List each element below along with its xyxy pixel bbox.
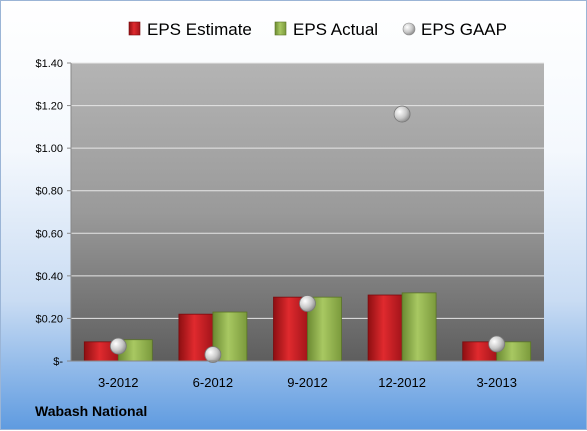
gridlines — [71, 62, 544, 319]
x-tick-label: 9-2012 — [287, 375, 327, 390]
y-tick-label: $1.40 — [35, 58, 63, 70]
point-eps-gaap — [299, 295, 316, 312]
x-tick-label: 3-2012 — [98, 375, 138, 390]
y-axis: $- $0.20 $0.40 $0.60 $0.80 $1.00 $1.20 $1.40 — [35, 58, 72, 368]
y-tick-label: $- — [53, 356, 63, 368]
bar-eps-estimate — [367, 294, 403, 362]
legend-swatch — [128, 21, 141, 36]
company-name: Wabash National — [35, 403, 148, 419]
y-tick-label: $0.20 — [35, 313, 63, 325]
legend-label: EPS Estimate — [147, 20, 252, 39]
legend-swatch — [274, 21, 287, 36]
point-eps-gaap — [488, 335, 506, 353]
legend-label: EPS GAAP — [421, 20, 507, 39]
gaap-points — [109, 105, 506, 364]
x-axis: 3-2012 6-2012 9-2012 12-2012 3-2013 — [71, 360, 544, 390]
y-tick-label: $0.80 — [35, 186, 63, 198]
legend-swatch — [402, 22, 416, 36]
x-tick-label: 3-2013 — [476, 375, 516, 390]
bar-eps-estimate — [178, 313, 214, 362]
point-eps-gaap — [393, 105, 411, 123]
point-eps-gaap — [204, 346, 222, 364]
bar-eps-actual — [401, 292, 437, 362]
legend-label: EPS Actual — [293, 20, 378, 39]
y-tick-label: $1.00 — [35, 143, 63, 155]
y-tick-label: $0.40 — [35, 271, 63, 283]
y-tick-label: $1.20 — [35, 101, 63, 113]
x-tick-label: 12-2012 — [378, 375, 426, 390]
point-eps-gaap — [109, 337, 127, 355]
x-tick-label: 6-2012 — [193, 375, 233, 390]
y-tick-label: $0.60 — [35, 228, 63, 240]
legend: EPS Estimate EPS Actual EPS GAAP — [128, 20, 507, 39]
